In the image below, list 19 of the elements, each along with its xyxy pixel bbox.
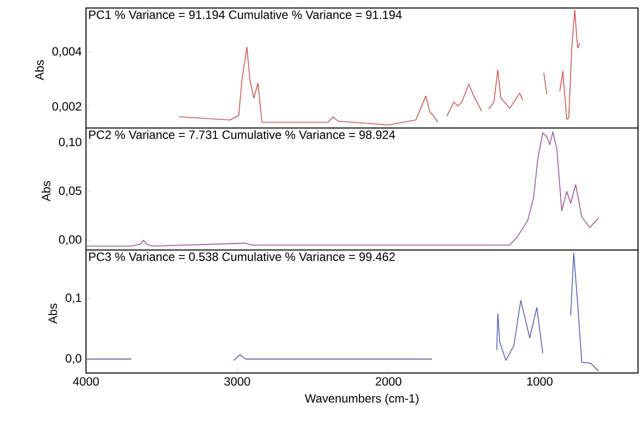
y-tick-label: 0,1 xyxy=(66,294,82,304)
y-axis-title: Abs xyxy=(42,181,50,202)
y-tick-label: 0,00 xyxy=(59,235,82,246)
y-axis-title: Abs xyxy=(48,304,58,324)
y-tick-label: 0,004 xyxy=(52,47,82,57)
x-tick-label: 4000 xyxy=(72,377,99,386)
x-tick-label: 2000 xyxy=(376,377,402,386)
chart-title: PC2 % Variance = 7.731 Cumulative % Variance = 98.924 xyxy=(89,130,396,139)
x-tick-label: 1000 xyxy=(527,377,553,386)
chart-title: PC1 % Variance = 91.194 Cumulative % Variance = 91.194 xyxy=(89,10,402,19)
line-series xyxy=(86,132,600,246)
y-tick-label: 0,0 xyxy=(66,354,82,364)
y-axis-title: Abs xyxy=(34,60,44,80)
y-tick-label: 0,05 xyxy=(59,186,82,196)
x-axis-title: Wavenumbers (cm-1) xyxy=(304,394,418,405)
y-tick-label: 0,10 xyxy=(59,138,82,148)
y-tick-label: 0,002 xyxy=(52,102,82,112)
chart-title: PC3 % Variance = 0.538 Cumulative % Variance = 99.462 xyxy=(89,252,395,261)
x-tick-label: 3000 xyxy=(224,377,250,386)
